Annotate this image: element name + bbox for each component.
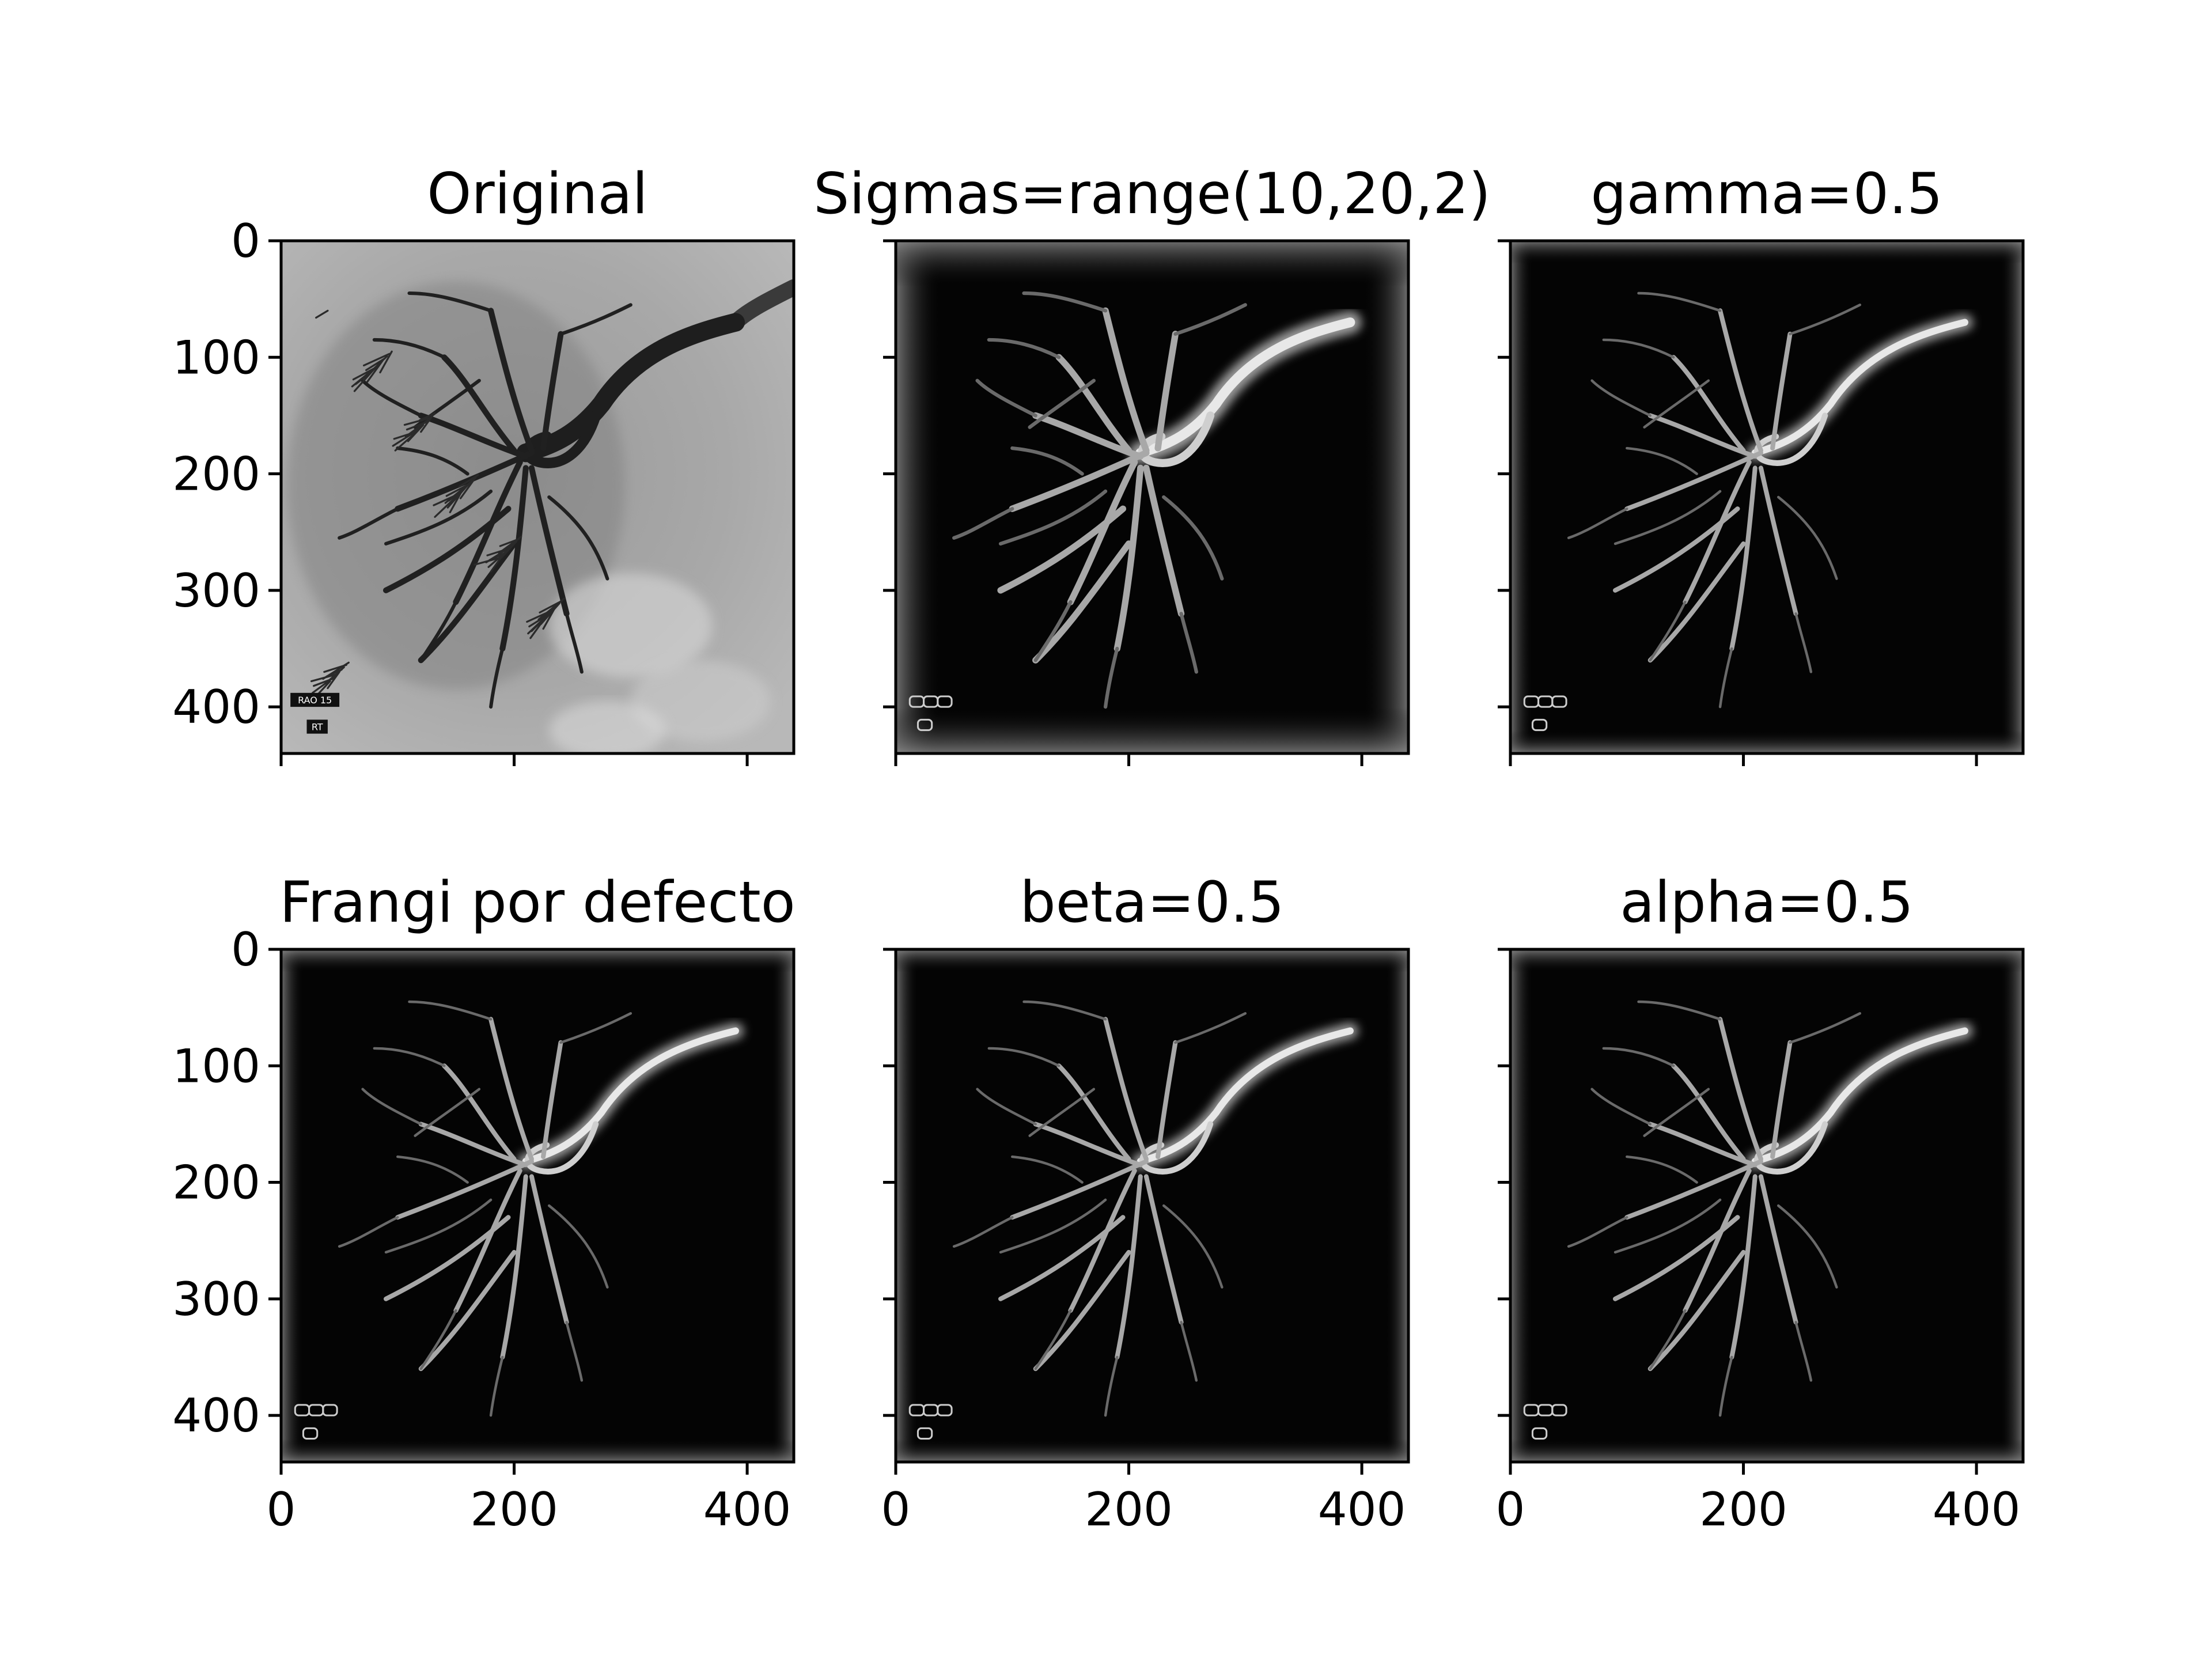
panel-image — [896, 949, 1408, 1462]
y-tick-label: 200 — [172, 448, 260, 501]
overlay-label: RT — [312, 722, 323, 733]
panel-title: Original — [427, 161, 647, 227]
y-tick-label: 100 — [172, 331, 260, 384]
panel-gamma: gamma=0.5 — [1498, 161, 2025, 766]
x-tick-label: 200 — [1699, 1483, 1787, 1536]
panel-title: gamma=0.5 — [1590, 161, 1942, 227]
panel-title: alpha=0.5 — [1620, 870, 1914, 935]
y-tick-label: 400 — [172, 680, 260, 734]
x-tick-label: 0 — [267, 1483, 296, 1536]
axes-frame — [279, 948, 796, 1464]
y-tick-label: 400 — [172, 1389, 260, 1442]
panel-alpha: alpha=0.5 0 200 400 — [1496, 870, 2025, 1536]
panel-title: Frangi por defecto — [279, 870, 795, 935]
axes-frame — [894, 948, 1410, 1464]
panel-image — [1510, 241, 2023, 753]
panel-original: Original RAO 15 RT 0 100 200 300 400 — [172, 161, 796, 766]
panel-image — [1510, 949, 2023, 1462]
x-tick-label: 0 — [881, 1483, 911, 1536]
y-tick-label: 300 — [172, 564, 260, 618]
x-tick-label: 400 — [703, 1483, 791, 1536]
x-tick-label: 200 — [470, 1483, 558, 1536]
y-tick-label: 0 — [231, 923, 260, 976]
panel-image — [281, 949, 794, 1462]
panel-image: RAO 15 RT — [281, 241, 794, 753]
panel-title: beta=0.5 — [1020, 870, 1285, 935]
axes-frame — [1509, 239, 2025, 755]
y-tick-label: 200 — [172, 1156, 260, 1210]
axes-frame — [279, 239, 796, 755]
y-tick-label: 100 — [172, 1039, 260, 1093]
x-tick-label: 400 — [1933, 1483, 2021, 1536]
panel-beta: beta=0.5 0 200 400 — [881, 870, 1410, 1536]
overlay-label: RAO 15 — [298, 695, 332, 706]
axes-frame — [1509, 948, 2025, 1464]
panel-title: Sigmas=range(10,20,2) — [813, 161, 1491, 227]
x-tick-label: 200 — [1085, 1483, 1173, 1536]
axes-frame — [894, 239, 1410, 755]
y-tick-label: 0 — [231, 214, 260, 268]
panel-image — [896, 241, 1408, 753]
x-tick-label: 0 — [1496, 1483, 1525, 1536]
y-tick-label: 300 — [172, 1272, 260, 1326]
x-tick-label: 400 — [1318, 1483, 1406, 1536]
panel-sigmas: Sigmas=range(10,20,2) — [813, 161, 1491, 766]
